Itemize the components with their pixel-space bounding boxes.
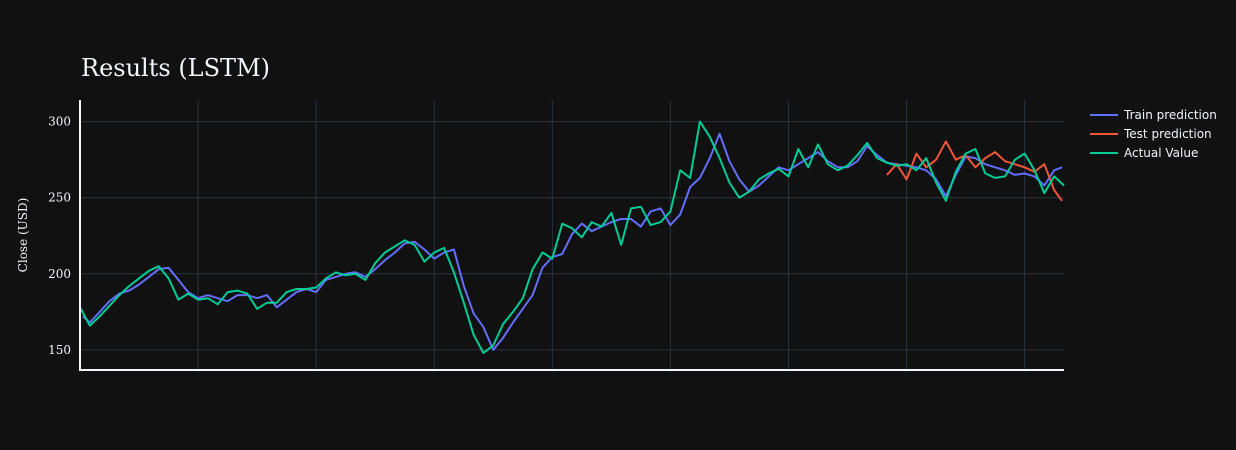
y-tick-label: 300 bbox=[48, 115, 71, 129]
y-tick-label: 250 bbox=[48, 191, 71, 205]
y-tick-label: 200 bbox=[48, 267, 71, 281]
legend-label: Test prediction bbox=[1123, 127, 1212, 141]
y-tick-labels: 150 200 250 300 bbox=[48, 115, 71, 357]
legend-label: Actual Value bbox=[1124, 146, 1198, 160]
legend-item-test-prediction[interactable]: Test prediction bbox=[1090, 127, 1212, 141]
y-axis-title: Close (USD) bbox=[16, 198, 30, 273]
chart-title: Results (LSTM) bbox=[81, 54, 270, 82]
legend[interactable]: Train prediction Test prediction Actual Va… bbox=[1090, 108, 1217, 160]
legend-item-actual-value[interactable]: Actual Value bbox=[1090, 146, 1198, 160]
legend-item-train-prediction[interactable]: Train prediction bbox=[1090, 108, 1217, 122]
grid bbox=[80, 100, 1064, 370]
plot-area bbox=[79, 120, 1065, 354]
series-line-train-prediction bbox=[82, 132, 1063, 351]
series-line-actual-value bbox=[79, 120, 1065, 354]
axes bbox=[79, 100, 1064, 371]
legend-label: Train prediction bbox=[1123, 108, 1217, 122]
y-tick-label: 150 bbox=[48, 343, 71, 357]
